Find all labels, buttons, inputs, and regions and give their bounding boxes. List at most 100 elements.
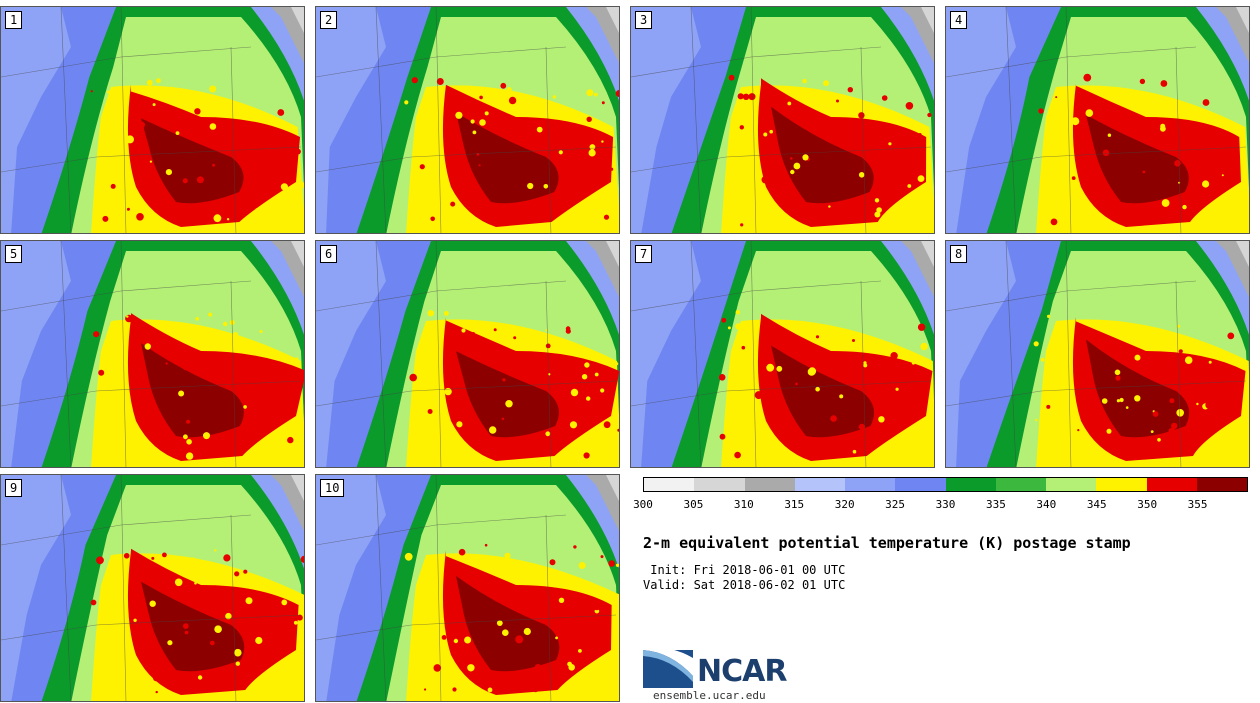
- theta-e-speckle: [1221, 174, 1224, 177]
- theta-e-speckle: [126, 207, 130, 211]
- theta-e-speckle: [776, 365, 783, 372]
- theta-e-speckle: [300, 555, 304, 563]
- theta-e-speckle: [165, 169, 172, 176]
- colorbar-tick-label: 315: [784, 498, 805, 511]
- theta-e-speckle: [741, 345, 746, 350]
- theta-e-speckle: [1070, 97, 1074, 101]
- theta-e-speckle: [917, 323, 926, 331]
- theta-e-speckle: [117, 342, 123, 347]
- theta-e-speckle: [542, 593, 546, 597]
- colorbar-segment: [1096, 478, 1147, 491]
- theta-e-speckle: [262, 622, 266, 626]
- state-boundary: [631, 56, 752, 78]
- theta-e-speckle: [1125, 406, 1129, 409]
- theta-e-speckle: [455, 111, 463, 119]
- theta-e-speckle: [1209, 159, 1214, 164]
- theta-e-speckle: [795, 382, 798, 386]
- theta-e-speckle: [1160, 123, 1166, 129]
- theta-e-speckle: [496, 620, 503, 626]
- theta-e-speckle: [826, 372, 830, 375]
- theta-e-speckle: [431, 167, 437, 173]
- logo-url: ensemble.ucar.edu: [653, 689, 766, 702]
- state-boundary: [435, 280, 567, 292]
- theta-e-speckle: [787, 101, 792, 106]
- theta-e-speckle: [208, 312, 213, 317]
- theta-e-speckle: [139, 441, 145, 446]
- theta-e-speckle: [467, 664, 475, 672]
- theta-e-speckle: [1119, 397, 1124, 403]
- member-number-label: 8: [950, 245, 968, 263]
- theta-e-speckle: [527, 131, 532, 137]
- colorbar: [643, 477, 1248, 492]
- theta-e-speckle: [1189, 169, 1194, 175]
- state-boundary: [725, 380, 932, 392]
- theta-e-speckle: [748, 369, 757, 378]
- theta-e-speckle: [863, 363, 868, 368]
- theta-e-contour-region: [901, 7, 934, 64]
- theta-e-contour-region: [771, 345, 875, 438]
- state-boundary: [860, 46, 867, 233]
- theta-e-contour-region: [606, 241, 619, 267]
- state-boundary: [95, 380, 302, 392]
- theta-e-speckle: [102, 215, 109, 222]
- state-boundary: [750, 7, 757, 233]
- colorbar-tick-label: 340: [1036, 498, 1057, 511]
- theta-e-speckle: [424, 688, 427, 691]
- state-boundary: [410, 380, 617, 392]
- theta-e-speckle: [90, 90, 93, 93]
- theta-e-speckle: [508, 96, 517, 105]
- theta-e-speckle: [891, 208, 899, 215]
- colorbar-segment: [1046, 478, 1097, 491]
- theta-e-map: [316, 7, 619, 233]
- theta-e-speckle: [615, 563, 619, 567]
- theta-e-contour-region: [291, 241, 304, 267]
- theta-e-map: [946, 241, 1249, 467]
- theta-e-speckle: [1099, 197, 1108, 206]
- theta-e-speckle: [892, 407, 895, 410]
- theta-e-speckle: [552, 95, 557, 99]
- theta-e-speckle: [145, 422, 153, 430]
- theta-e-speckle: [763, 132, 768, 137]
- theta-e-speckle: [231, 439, 235, 444]
- state-boundary: [1065, 280, 1197, 292]
- theta-e-contour-region: [901, 241, 934, 298]
- theta-e-speckle: [1113, 339, 1116, 341]
- state-boundary: [95, 614, 302, 626]
- theta-e-speckle: [719, 433, 726, 440]
- theta-e-speckle: [453, 638, 459, 644]
- theta-e-speckle: [727, 326, 731, 330]
- theta-e-speckle: [586, 396, 591, 401]
- theta-e-speckle: [1077, 429, 1080, 432]
- theta-e-speckle: [504, 552, 511, 559]
- theta-e-speckle: [1033, 341, 1039, 347]
- theta-e-speckle: [210, 640, 215, 646]
- theta-e-speckle: [209, 85, 217, 93]
- theta-e-speckle: [881, 95, 888, 101]
- theta-e-speckle: [863, 361, 867, 365]
- theta-e-speckle: [209, 123, 217, 130]
- theta-e-speckle: [605, 186, 610, 191]
- theta-e-speckle: [478, 164, 481, 167]
- theta-e-speckle: [183, 623, 189, 629]
- state-boundary: [1065, 46, 1197, 58]
- colorbar-tick-label: 320: [834, 498, 855, 511]
- theta-e-speckle: [817, 208, 823, 215]
- theta-e-speckle: [1169, 398, 1175, 404]
- theta-e-speckle: [603, 214, 610, 220]
- theta-e-speckle: [430, 216, 435, 222]
- state-boundary: [750, 46, 882, 58]
- theta-e-speckle: [737, 93, 744, 100]
- theta-e-speckle: [223, 554, 231, 562]
- theta-e-speckle: [593, 602, 601, 611]
- theta-e-speckle: [207, 359, 211, 363]
- theta-e-speckle: [427, 409, 433, 414]
- state-boundary: [1175, 280, 1182, 467]
- theta-e-speckle: [845, 205, 849, 209]
- theta-e-speckle: [578, 562, 586, 569]
- theta-e-speckle: [147, 453, 150, 456]
- colorbar-segment: [1196, 478, 1247, 491]
- state-boundary: [545, 46, 552, 233]
- colorbar-tick-label: 345: [1086, 498, 1107, 511]
- theta-e-speckle: [294, 357, 299, 362]
- theta-e-speckle: [1184, 356, 1193, 364]
